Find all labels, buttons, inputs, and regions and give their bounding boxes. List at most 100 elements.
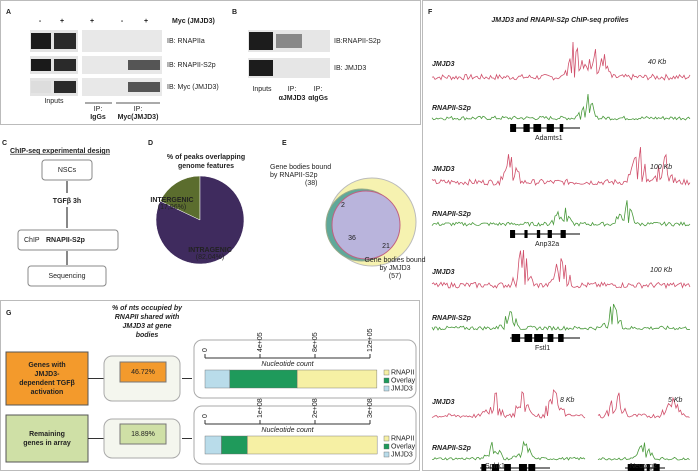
bar-segment — [247, 435, 378, 455]
tick-label: 1e+08 — [257, 398, 264, 418]
band — [249, 32, 273, 50]
label: activation — [31, 389, 64, 396]
label: dependent TGFβ — [19, 380, 75, 387]
pie-slice — [159, 175, 201, 221]
lane-sign: + — [60, 18, 64, 25]
tick-label: 2e+08 — [312, 398, 319, 418]
exon — [504, 464, 511, 471]
exon — [560, 230, 566, 238]
label: ChIP — [24, 237, 40, 244]
shape — [27, 265, 107, 287]
label: IP: — [94, 106, 103, 113]
venn-label: by RNAPII-S2p — [270, 172, 318, 179]
signal-track — [431, 146, 691, 187]
label: IP: — [134, 106, 143, 113]
label: JMJD3 — [432, 166, 455, 173]
label: Neurog2 — [630, 463, 657, 470]
panel-letter: A — [6, 9, 11, 16]
bar-segment — [296, 369, 378, 389]
band — [128, 82, 160, 92]
label: 46.72% — [131, 369, 155, 376]
lane-sign: - — [39, 18, 42, 25]
tick-label: 3e+08 — [367, 398, 374, 418]
exon — [559, 124, 564, 132]
legend-label: JMJD3 — [391, 385, 413, 392]
panel-letter: F — [428, 9, 433, 16]
exon — [523, 124, 530, 132]
percent-box — [119, 361, 167, 383]
label: bodies — [136, 332, 159, 339]
lane-sign: + — [90, 18, 94, 25]
panel-letter: C — [2, 140, 7, 147]
blot-label: IB: JMJD3 — [334, 65, 366, 72]
exon — [510, 124, 517, 132]
exon — [481, 464, 487, 471]
band — [128, 60, 160, 70]
exon — [547, 334, 554, 342]
band — [31, 81, 51, 93]
label: Sphk1 — [485, 463, 505, 470]
tick-label: 0 — [202, 414, 209, 418]
blot-label: IB: RNAPIIa — [167, 38, 205, 45]
label: 100 Kb — [650, 267, 672, 274]
exon — [510, 230, 516, 238]
label: αIgGs — [308, 95, 328, 102]
signal-track — [431, 249, 691, 290]
exon — [558, 334, 564, 342]
label: genes in array — [23, 440, 71, 447]
label: JMJD3- — [35, 371, 61, 378]
label: Anp32a — [535, 241, 559, 248]
band — [31, 59, 51, 71]
tick-label: 8e+05 — [312, 332, 319, 352]
band — [249, 60, 273, 76]
label: JMJD3 — [432, 399, 455, 406]
band — [54, 81, 76, 93]
label: % of peaks overlapping — [167, 154, 245, 161]
label: JMJD3 and RNAPII-S2p ChIP-seq profiles — [491, 17, 628, 24]
label: 21 — [382, 243, 390, 250]
label: Myc(JMJD3) — [118, 114, 159, 121]
label: (17,96%) — [158, 204, 186, 211]
bar-frame — [193, 339, 417, 399]
exon — [646, 464, 650, 471]
panel-letter: D — [148, 140, 153, 147]
label: IP: — [288, 86, 297, 93]
label: INTERGENIC — [150, 197, 193, 204]
label: Inputs — [252, 86, 272, 93]
venn-label: (38) — [305, 180, 317, 187]
exon — [528, 464, 536, 471]
bar-frame — [193, 405, 417, 465]
venn-set — [331, 190, 401, 260]
label: αJMJD3 — [279, 95, 306, 102]
legend-label: Overlay — [391, 443, 416, 450]
venn-label: by JMJD3 — [379, 265, 410, 272]
exon — [533, 124, 542, 132]
signal-track — [597, 392, 690, 419]
label: JMJD3 — [432, 269, 455, 276]
band — [276, 34, 302, 48]
legend-label: RNAPII — [391, 435, 414, 442]
label: Nucleotide count — [261, 427, 314, 434]
label: RNAPII-S2p — [432, 315, 472, 322]
legend-label: JMJD3 — [391, 451, 413, 458]
label: % of nts occupied by — [112, 305, 183, 312]
lane-sign: + — [144, 18, 148, 25]
exon — [511, 334, 521, 342]
venn-label: (57) — [389, 273, 401, 280]
signal-track — [431, 200, 691, 227]
exon — [653, 464, 660, 471]
label: Nucleotide count — [261, 361, 314, 368]
panel-letter: G — [6, 310, 12, 317]
band — [54, 59, 76, 71]
bar-segment — [229, 369, 298, 389]
label: genome features — [178, 163, 234, 170]
label: Inputs — [44, 98, 64, 105]
shape — [41, 159, 93, 181]
label: JMJD3 — [432, 61, 455, 68]
exon — [534, 334, 544, 342]
label: 100 Kb — [650, 164, 672, 171]
pie-slice — [155, 175, 245, 265]
label: INTRAGENIC — [188, 247, 232, 254]
label: Genes with — [28, 362, 65, 369]
label: JMJD3 at gene — [122, 323, 171, 330]
